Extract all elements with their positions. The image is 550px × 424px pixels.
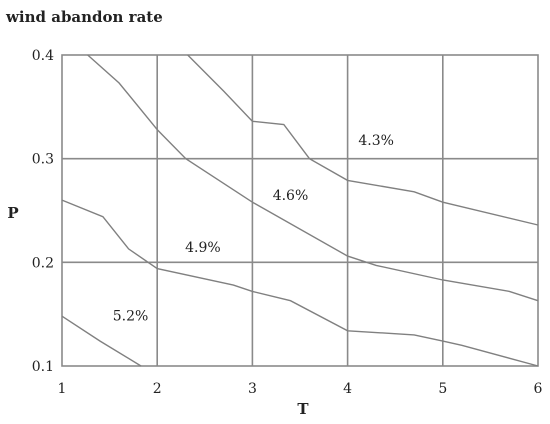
y-tick-label: 0.2 [32, 255, 54, 271]
contour-line-3 [61, 199, 539, 367]
contour-label: 4.6% [273, 188, 309, 204]
contour-lines [61, 54, 539, 367]
y-tick-label: 0.4 [32, 48, 54, 64]
x-tick-label: 2 [153, 381, 162, 397]
plot-frame [61, 54, 539, 367]
contour-line-4 [61, 315, 142, 367]
contour-label: 4.3% [358, 133, 394, 149]
x-tick-label: 1 [58, 381, 67, 397]
contour-line-2 [187, 54, 539, 226]
x-tick-label: 5 [438, 381, 447, 397]
x-tick-label: 3 [248, 381, 257, 397]
x-tick-label: 4 [343, 381, 352, 397]
x-axis-label: T [297, 400, 309, 418]
contour-label: 4.9% [185, 240, 221, 256]
contour-labels: 4.3% 4.6% 4.9% 5.2% [113, 133, 394, 324]
y-tick-label: 0.1 [32, 359, 54, 375]
contour-label: 5.2% [113, 308, 149, 324]
x-tick-label: 6 [534, 381, 543, 397]
y-axis-label: P [7, 204, 18, 222]
tick-labels: 1 2 3 4 5 6 0.1 0.2 0.3 0.4 [32, 48, 543, 397]
y-tick-label: 0.3 [32, 152, 54, 168]
contour-line-1 [87, 54, 539, 302]
grid [61, 54, 539, 367]
chart-title: wind abandon rate [5, 8, 163, 26]
